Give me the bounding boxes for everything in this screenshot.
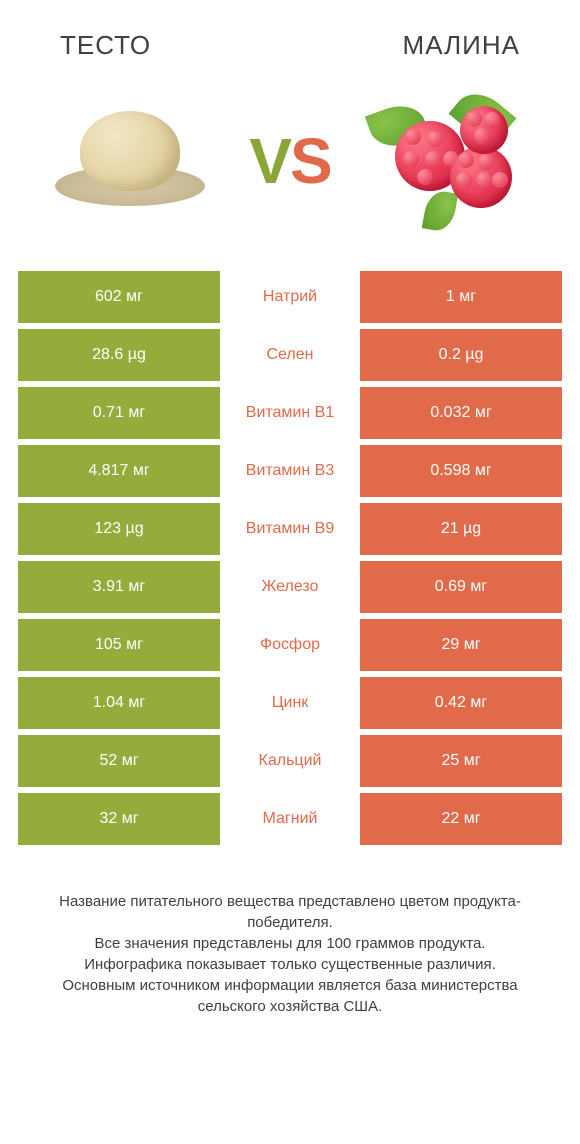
footer-line: Инфографика показывает только существенн…: [30, 954, 550, 975]
vs-letter-v: V: [249, 125, 290, 197]
nutrient-label: Витамин B9: [220, 503, 360, 555]
nutrient-label: Селен: [220, 329, 360, 381]
right-value: 0.598 мг: [360, 445, 562, 497]
right-value: 0.2 µg: [360, 329, 562, 381]
footer-line: Все значения представлены для 100 граммо…: [30, 933, 550, 954]
left-value: 1.04 мг: [18, 677, 220, 729]
images-row: VS: [0, 71, 580, 271]
left-value: 4.817 мг: [18, 445, 220, 497]
vs-letter-s: S: [290, 125, 331, 197]
nutrient-label: Железо: [220, 561, 360, 613]
table-row: 105 мгФосфор29 мг: [18, 619, 562, 671]
right-value: 29 мг: [360, 619, 562, 671]
footer-line: Название питательного вещества представл…: [30, 891, 550, 933]
nutrient-label: Цинк: [220, 677, 360, 729]
left-value: 602 мг: [18, 271, 220, 323]
nutrient-label: Фосфор: [220, 619, 360, 671]
table-row: 52 мгКальций25 мг: [18, 735, 562, 787]
right-product-title: МАЛИНА: [403, 30, 520, 61]
nutrient-label: Витамин B3: [220, 445, 360, 497]
right-value: 1 мг: [360, 271, 562, 323]
table-row: 0.71 мгВитамин B10.032 мг: [18, 387, 562, 439]
table-row: 32 мгМагний22 мг: [18, 793, 562, 845]
table-row: 28.6 µgСелен0.2 µg: [18, 329, 562, 381]
header: ТЕСТО МАЛИНА: [0, 0, 580, 71]
left-value: 28.6 µg: [18, 329, 220, 381]
right-value: 0.69 мг: [360, 561, 562, 613]
right-value: 0.42 мг: [360, 677, 562, 729]
left-value: 52 мг: [18, 735, 220, 787]
table-row: 602 мгНатрий1 мг: [18, 271, 562, 323]
left-product-image: [40, 86, 220, 236]
table-row: 123 µgВитамин B921 µg: [18, 503, 562, 555]
dough-icon: [55, 106, 205, 216]
left-value: 123 µg: [18, 503, 220, 555]
right-value: 0.032 мг: [360, 387, 562, 439]
table-row: 1.04 мгЦинк0.42 мг: [18, 677, 562, 729]
table-row: 3.91 мгЖелезо0.69 мг: [18, 561, 562, 613]
right-value: 22 мг: [360, 793, 562, 845]
right-value: 21 µg: [360, 503, 562, 555]
footer-line: Основным источником информации является …: [30, 975, 550, 1017]
vs-label: VS: [249, 124, 330, 198]
nutrient-label: Витамин B1: [220, 387, 360, 439]
footer-text: Название питательного вещества представл…: [0, 851, 580, 1017]
raspberry-icon: [365, 91, 535, 231]
nutrient-label: Кальций: [220, 735, 360, 787]
left-value: 32 мг: [18, 793, 220, 845]
table-row: 4.817 мгВитамин B30.598 мг: [18, 445, 562, 497]
left-product-title: ТЕСТО: [60, 30, 151, 61]
right-value: 25 мг: [360, 735, 562, 787]
left-value: 3.91 мг: [18, 561, 220, 613]
comparison-table: 602 мгНатрий1 мг 28.6 µgСелен0.2 µg 0.71 м…: [0, 271, 580, 845]
left-value: 105 мг: [18, 619, 220, 671]
right-product-image: [360, 86, 540, 236]
nutrient-label: Магний: [220, 793, 360, 845]
left-value: 0.71 мг: [18, 387, 220, 439]
nutrient-label: Натрий: [220, 271, 360, 323]
